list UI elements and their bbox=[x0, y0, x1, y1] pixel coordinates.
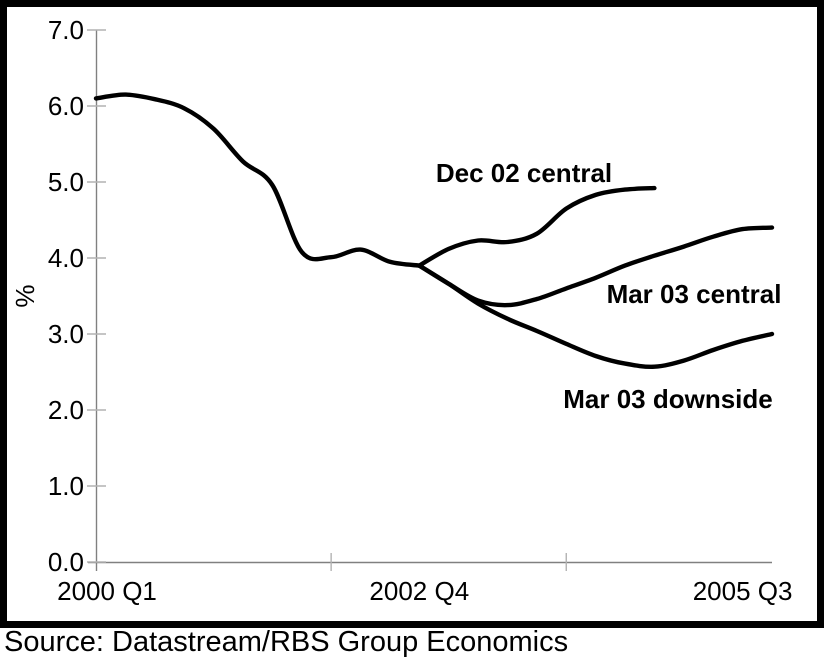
axes bbox=[87, 29, 772, 571]
y-tick-label: 5.0 bbox=[48, 167, 84, 197]
series-line-mar-03-central bbox=[417, 225, 775, 308]
source-note: Source: Datastream/RBS Group Economics bbox=[4, 626, 569, 658]
x-tick-label: 2005 Q3 bbox=[693, 576, 793, 606]
y-tick-label: 3.0 bbox=[48, 319, 84, 349]
series-line-history bbox=[93, 92, 422, 268]
y-tick-label: 6.0 bbox=[48, 91, 84, 121]
chart-frame bbox=[0, 0, 824, 628]
y-tick-label: 2.0 bbox=[48, 395, 84, 425]
y-tick-label: 7.0 bbox=[48, 15, 84, 45]
x-tick-label: 2000 Q1 bbox=[57, 576, 157, 606]
series-line-mar-03-downside bbox=[417, 263, 775, 369]
series-lines bbox=[93, 92, 775, 369]
annotation-dec-02-central: Dec 02 central bbox=[436, 158, 612, 188]
series-line-dec-02-central bbox=[417, 185, 657, 268]
annotation-mar-03-central: Mar 03 central bbox=[607, 279, 782, 309]
y-tick-label: 4.0 bbox=[48, 243, 84, 273]
annotation-mar-03-downside: Mar 03 downside bbox=[563, 384, 773, 414]
y-axis-title: % bbox=[10, 284, 40, 307]
x-tick-label: 2002 Q4 bbox=[369, 576, 469, 606]
y-tick-label: 0.0 bbox=[48, 547, 84, 577]
y-tick-label: 1.0 bbox=[48, 471, 84, 501]
